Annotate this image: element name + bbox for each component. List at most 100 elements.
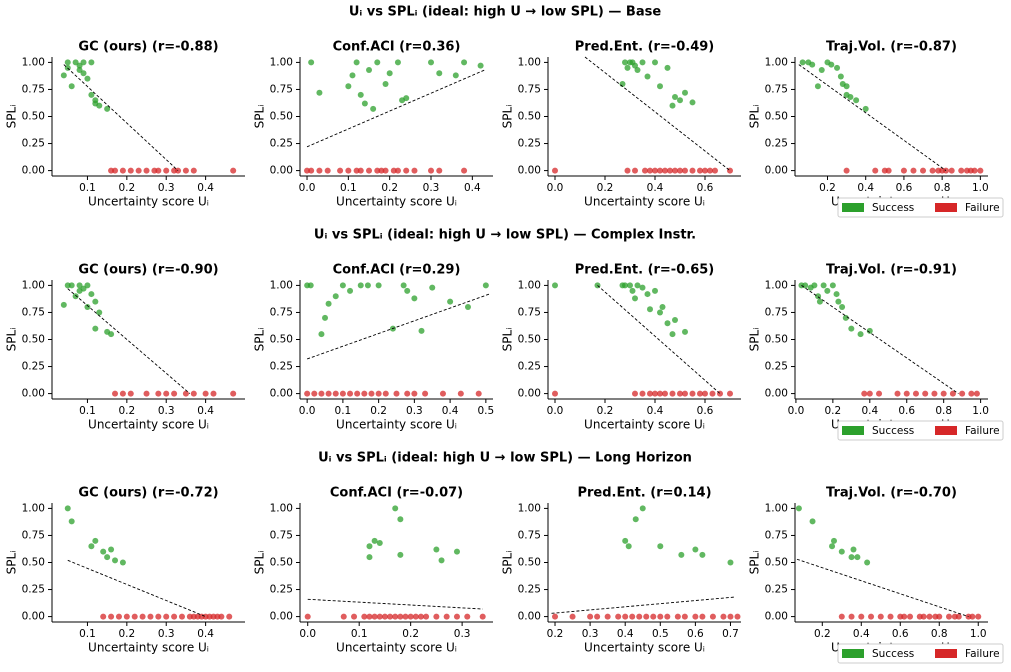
subplot-title: Traj.Vol. (r=-0.70) (826, 486, 957, 501)
point (366, 554, 373, 561)
x-tick-label: 0.2 (547, 628, 564, 640)
point (625, 543, 632, 550)
point (171, 390, 178, 397)
y-tick-label: 1.00 (22, 502, 45, 514)
x-tick-label: 0.8 (931, 628, 948, 640)
point (304, 167, 311, 174)
y-tick-label: 0.75 (270, 529, 293, 541)
point (843, 83, 850, 90)
y-tick-label: 0.75 (765, 306, 788, 318)
point (809, 518, 816, 525)
point (657, 390, 663, 397)
y-tick-label: 0.75 (22, 306, 45, 318)
point (662, 167, 668, 174)
point (60, 301, 67, 308)
point (644, 73, 651, 80)
point (84, 282, 91, 289)
point (946, 613, 953, 620)
y-tick-label: 0.00 (765, 388, 788, 400)
y-axis-label: SPLᵢ (253, 328, 267, 352)
point (838, 548, 845, 555)
x-axis-label: Uncertainty score Uᵢ (336, 418, 457, 432)
row-title: Uᵢ vs SPLᵢ (ideal: high U → low SPL) — L… (318, 451, 692, 466)
x-tick-label: 0.0 (788, 405, 805, 417)
point (339, 390, 346, 397)
point (799, 59, 806, 66)
point (552, 613, 559, 620)
y-tick-label: 0.50 (270, 557, 293, 569)
point (681, 613, 688, 620)
y-tick-label: 1.00 (765, 502, 788, 514)
y-tick-label: 0.00 (518, 165, 541, 177)
point (349, 72, 356, 79)
y-tick-label: 1.00 (518, 502, 541, 514)
point (452, 72, 459, 79)
point (438, 557, 445, 564)
point (88, 59, 95, 66)
point (818, 66, 825, 73)
point (622, 282, 628, 289)
point (100, 613, 107, 620)
legend-swatch (935, 426, 957, 435)
x-tick-label: 0.2 (402, 628, 419, 640)
point (644, 291, 651, 298)
point (677, 97, 683, 104)
point (839, 304, 846, 311)
point (461, 59, 468, 66)
point (949, 390, 956, 397)
x-tick-label: 0.4 (442, 405, 459, 417)
y-tick-label: 1.00 (518, 279, 541, 291)
x-axis-label: Uncertainty score Uᵢ (584, 418, 705, 432)
point (864, 559, 871, 566)
point (876, 390, 883, 397)
point (709, 390, 716, 397)
point (971, 167, 978, 174)
point (885, 167, 892, 174)
point (394, 167, 401, 174)
legend-swatch (842, 203, 864, 212)
point (552, 282, 558, 289)
y-tick-label: 0.75 (22, 83, 45, 95)
point (96, 309, 103, 316)
subplot: Traj.Vol. (r=-0.70) 0.00 0.25 0.50 0.75 1.00 0… (748, 486, 1004, 664)
point (368, 390, 375, 397)
point (632, 295, 638, 302)
point (64, 505, 71, 512)
point (443, 613, 450, 620)
y-tick-label: 0.25 (765, 138, 788, 150)
y-tick-label: 0.00 (22, 611, 45, 623)
point (453, 613, 460, 620)
point (155, 167, 162, 174)
point (662, 390, 668, 397)
point (940, 390, 947, 397)
x-axis-label: Uncertainty score Uᵢ (88, 418, 209, 432)
point (433, 613, 440, 620)
x-tick-label: 0.2 (819, 182, 836, 194)
legend-swatch (935, 649, 957, 658)
point (727, 613, 734, 620)
fit-line (798, 64, 947, 171)
y-tick-label: 0.25 (765, 584, 788, 596)
x-tick-label: 0.0 (547, 182, 564, 194)
legend-label: Success (872, 648, 914, 660)
point (143, 390, 150, 397)
point (92, 298, 99, 305)
y-axis-label: SPLᵢ (5, 328, 19, 352)
x-tick-label: 0.3 (158, 405, 175, 417)
point (639, 284, 646, 291)
point (370, 105, 377, 112)
point (119, 559, 126, 566)
legend-label: Failure (965, 425, 1000, 437)
y-axis-label: SPLᵢ (253, 551, 267, 575)
point (828, 61, 835, 68)
x-tick-label: 0.3 (582, 628, 599, 640)
point (639, 59, 646, 66)
point (429, 284, 436, 291)
point (366, 167, 373, 174)
y-tick-label: 0.25 (270, 584, 293, 596)
point (92, 325, 99, 332)
y-tick-label: 0.50 (765, 111, 788, 123)
x-tick-label: 0.0 (299, 405, 316, 417)
y-tick-label: 0.50 (765, 334, 788, 346)
